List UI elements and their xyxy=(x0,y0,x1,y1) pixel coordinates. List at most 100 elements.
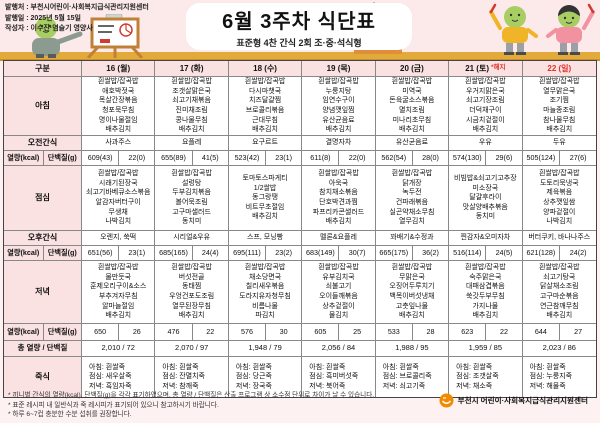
am-snack-18: 요구르트 xyxy=(228,136,303,151)
day-header-18: 18 (수) xyxy=(228,61,303,77)
lunch-row-label: 점심 xyxy=(4,166,82,231)
lunch-menu-19: 흰쌀밥/잡곡밥 아욱국 참치채소볶음 단호박견과찜 파프리카콘샐러드 배추김치 xyxy=(302,166,376,231)
dinner-kcal-21: 623 22 xyxy=(449,324,523,341)
breakfast-menu-17: 흰쌀밥/잡곡밥 조갯살맑은국 쇠고기채볶음 진미채조림 콩나물무침 배추김치 xyxy=(155,77,229,136)
kcal-protein-label-3: 열량(kcal) 단백질(g) xyxy=(4,324,82,341)
porridge-17: 아침: 흰쌀죽 점심: 잔멸치죽 저녁: 참깨죽 xyxy=(155,357,229,397)
breakfast-menu-18: 흰쌀밥/잡곡밥 다시마챗국 치즈달걀찜 브로콜리볶음 근대무침 배추김치 xyxy=(228,77,303,136)
dinner-menu-19: 흰쌀밥/잡곡밥 유부김치국 쇠불고기 오이들깨볶음 상추겉절이 물김치 xyxy=(302,261,376,324)
title-card: 6월 3주차 식단표 표준형 4찬 간식 2회 조·중·석식형 xyxy=(186,3,412,50)
total-row: 총 열량 / 단백질 2,010 / 72 2,070 / 97 1,948 /… xyxy=(4,341,596,357)
publish-date-line: 발행일 : 2025년 5월 15일 xyxy=(5,14,82,22)
am-snack-17: 요플레 xyxy=(155,136,229,151)
total-19: 2,056 / 84 xyxy=(302,341,376,357)
pm-snack-16: 오렌지, 쑥떡 xyxy=(82,231,156,246)
lunch-kcal-18: 695(111) 23(2) xyxy=(228,246,303,261)
day-21-note: *해지 xyxy=(491,64,506,72)
lunch-kcal-17: 685(165) 24(4) xyxy=(155,246,229,261)
footnote-3: * 하루 6~7컵 충분한 수분 섭취를 권장합니다. xyxy=(8,411,132,419)
am-snack-16: 사과주스 xyxy=(82,136,156,151)
dinner-row-label: 저녁 xyxy=(4,261,82,324)
footnotes: * 끼니별 간식의 열량(kcal), 단백질(g)을 각각 표기하였으며, 총… xyxy=(8,391,478,420)
dinner-menu-17: 흰쌀밥/잡곡밥 버섯전골 동태찜 우엉건포도조림 열무된장무침 배추김치 xyxy=(155,261,229,324)
pm-snack-row: 오후간식 오렌지, 쑥떡 시리얼&우유 스프, 모닝빵 멜론&요플레 꽈배기&수… xyxy=(4,231,596,246)
lunch-kcal-21: 516(114) 24(5) xyxy=(449,246,523,261)
breakfast-menu-22: 흰쌀밥/잡곡밥 열무맑은국 조기찜 마늘종조림 참나물무침 배추김치 xyxy=(522,77,596,136)
lunch-kcal-22: 621(128) 24(2) xyxy=(522,246,596,261)
lunch-menu-18: 토마토스파게티 1/2쌀밥 동그랑땡 비트무초절임 배추김치 xyxy=(228,166,303,231)
dinner-row: 저녁 흰쌀밥/잡곡밥 물만둣국 훈제오리구이&소스 부추겨자무침 알마늘절임 배… xyxy=(4,261,596,324)
am-snack-19: 결명자차 xyxy=(302,136,376,151)
day-21-date: 21 (토) xyxy=(465,63,489,73)
center-name: 부천시 어린이·사회복지급식관리지원센터 xyxy=(457,396,588,405)
kcal-label: 열량(kcal) xyxy=(7,153,40,163)
breakfast-kcal-19: 611(8) 22(0) xyxy=(302,151,376,166)
lunch-kcal-16: 651(56) 23(1) xyxy=(82,246,156,261)
publisher-line: 발행처 : 부천시어린이·사회복지급식관리지원센터 xyxy=(5,4,149,11)
breakfast-kcal-18: 523(42) 23(1) xyxy=(228,151,303,166)
total-16: 2,010 / 72 xyxy=(82,341,156,357)
dinner-menu-16: 흰쌀밥/잡곡밥 물만둣국 훈제오리구이&소스 부추겨자무침 알마늘절임 배추김치 xyxy=(82,261,156,324)
dinner-kcal-22: 644 27 xyxy=(522,324,596,341)
lunch-row: 점심 흰쌀밥/잡곡밥 시래기된장국 쇠고기바베큐소스볶음 알감자버터구이 무생채… xyxy=(4,166,596,231)
lunch-kcal-20: 665(175) 36(2) xyxy=(375,246,450,261)
lunch-menu-21: 비빔밥&쇠고기고추장 미소장국 달걀후라이 맛살양배추볶음 동치미 xyxy=(449,166,523,231)
lunch-kcal-19: 683(149) 30(7) xyxy=(302,246,376,261)
day-header-22: 22 (일) xyxy=(522,61,596,77)
breakfast-menu-21: 흰쌀밥/잡곡밥 우거지맑은국 쇠고기장조림 더덕채구이 시금치겉절이 배추김치 xyxy=(449,77,523,136)
porridge-21: 아침: 흰쌀죽 점심: 조갯살죽 저녁: 채소죽 xyxy=(449,357,523,397)
lunch-menu-16: 흰쌀밥/잡곡밥 시래기된장국 쇠고기바베큐소스볶음 알감자버터구이 무생채 나박… xyxy=(82,166,156,231)
total-17: 2,070 / 97 xyxy=(155,341,229,357)
table-corner-label: 구분 xyxy=(4,61,82,77)
day-header-19: 19 (목) xyxy=(302,61,376,77)
porridge-20: 아침: 흰쌀죽 점심: 브로콜리죽 저녁: 쇠고기죽 xyxy=(376,357,450,397)
am-snack-22: 두유 xyxy=(522,136,596,151)
am-snack-row: 오전간식 사과주스 요플레 요구르트 결명자차 유산균음료 우유 두유 xyxy=(4,136,596,151)
page-subtitle: 표준형 4찬 간식 2회 조·중·석식형 xyxy=(236,37,362,48)
total-20: 1,988 / 95 xyxy=(375,341,450,357)
total-21: 1,959 / 85 xyxy=(449,341,523,357)
breakfast-kcal-row: 열량(kcal) 단백질(g) 609(43) 22(0) 655(89) 41(5… xyxy=(4,151,596,166)
footnote-2: * 표준 레시피 내 일반식과 죽 레시피가 표기되어 있으니 참고하시기 바랍… xyxy=(8,401,219,409)
pm-snack-20: 꽈배기&수정과 xyxy=(375,231,450,246)
total-22: 2,023 / 86 xyxy=(522,341,596,357)
day-header-16: 16 (월) xyxy=(82,61,156,77)
dinner-kcal-row: 열량(kcal) 단백질(g) 650 26 476 22 576 30 605 25 … xyxy=(4,324,596,341)
breakfast-row: 아침 흰쌀밥/잡곡밥 애호박젓국 목살간장볶음 청포묵무침 명이나물절임 배추김… xyxy=(4,77,596,136)
am-snack-21: 우유 xyxy=(449,136,523,151)
mascot-easel-illustration xyxy=(32,14,144,58)
header-banner: 발행처 : 부천시어린이·사회복지급식관리지원센터 발행일 : 2025년 5월… xyxy=(0,0,600,61)
porridge-19: 아침: 흰쌀죽 점심: 흑미버섯죽 저녁: 북어죽 xyxy=(302,357,376,397)
porridge-row: 죽식 아침: 흰쌀죽 점심: 새우살죽 저녁: 흑임자죽 아침: 흰쌀죽 점심:… xyxy=(4,357,596,397)
breakfast-menu-20: 흰쌀밥/잡곡밥 미역국 돈육굴소스볶음 멸치조림 미나리초무침 배추김치 xyxy=(375,77,450,136)
dinner-kcal-19: 605 25 xyxy=(302,324,376,341)
dinner-menu-22: 흰쌀밥/잡곡밥 쇠고기탕국 닭살채소조림 고구마순볶음 연근참깨무침 배추김치 xyxy=(522,261,596,324)
dinner-kcal-16: 650 26 xyxy=(82,324,156,341)
lunch-menu-20: 흰쌀밥/잡곡밥 닭개장 녹두전 건파래볶음 실곤약채소무침 열무김치 xyxy=(375,166,450,231)
pm-snack-row-label: 오후간식 xyxy=(4,231,82,246)
pm-snack-17: 시리얼&우유 xyxy=(155,231,229,246)
day-header-20: 20 (금) xyxy=(375,61,450,77)
kcal-protein-label: 열량(kcal) 단백질(g) xyxy=(4,151,82,166)
dinner-menu-18: 흰쌀밥/잡곡밥 채소당면국 칠리새우볶음 도라지유자청무침 비름나물 파김치 xyxy=(228,261,303,324)
breakfast-kcal-21: 574(130) 29(6) xyxy=(449,151,523,166)
porridge-16: 아침: 흰쌀죽 점심: 새우살죽 저녁: 흑임자죽 xyxy=(82,357,156,397)
total-row-label: 총 열량 / 단백질 xyxy=(4,341,82,357)
porridge-row-label: 죽식 xyxy=(4,357,82,397)
meal-plan-table: 구분 16 (월) 17 (화) 18 (수) 19 (목) 20 (금) 21… xyxy=(3,60,597,398)
breakfast-row-label: 아침 xyxy=(4,77,82,136)
am-snack-20: 유산균음료 xyxy=(375,136,450,151)
total-18: 1,948 / 79 xyxy=(228,341,303,357)
lunch-menu-17: 흰쌀밥/잡곡밥 설렁탕 두부김치볶음 볼어묵조림 고구마샐러드 동치미 xyxy=(155,166,229,231)
dinner-kcal-18: 576 30 xyxy=(228,324,303,341)
breakfast-kcal-22: 505(124) 27(6) xyxy=(522,151,596,166)
breakfast-kcal-20: 562(54) 28(0) xyxy=(375,151,450,166)
pm-snack-22: 버터쿠키, 바나나주스 xyxy=(522,231,596,246)
am-snack-row-label: 오전간식 xyxy=(4,136,82,151)
publisher-info: 발행처 : 부천시어린이·사회복지급식관리지원센터 발행일 : 2025년 5월… xyxy=(5,3,149,35)
pm-snack-18: 스프, 모닝빵 xyxy=(228,231,303,246)
dinner-menu-21: 흰쌀밥/잡곡밥 숙주맑은국 대패삼겹볶음 쑥갓두부무침 가지나물 배추김치 xyxy=(449,261,523,324)
lunch-menu-22: 흰쌀밥/잡곡밥 도토리묵냉국 제육볶음 상추깻잎쌈 양파겉절이 나박김치 xyxy=(522,166,596,231)
page-title: 6월 3주차 식단표 xyxy=(222,10,376,33)
pm-snack-21: 찐감자&오미자차 xyxy=(449,231,523,246)
